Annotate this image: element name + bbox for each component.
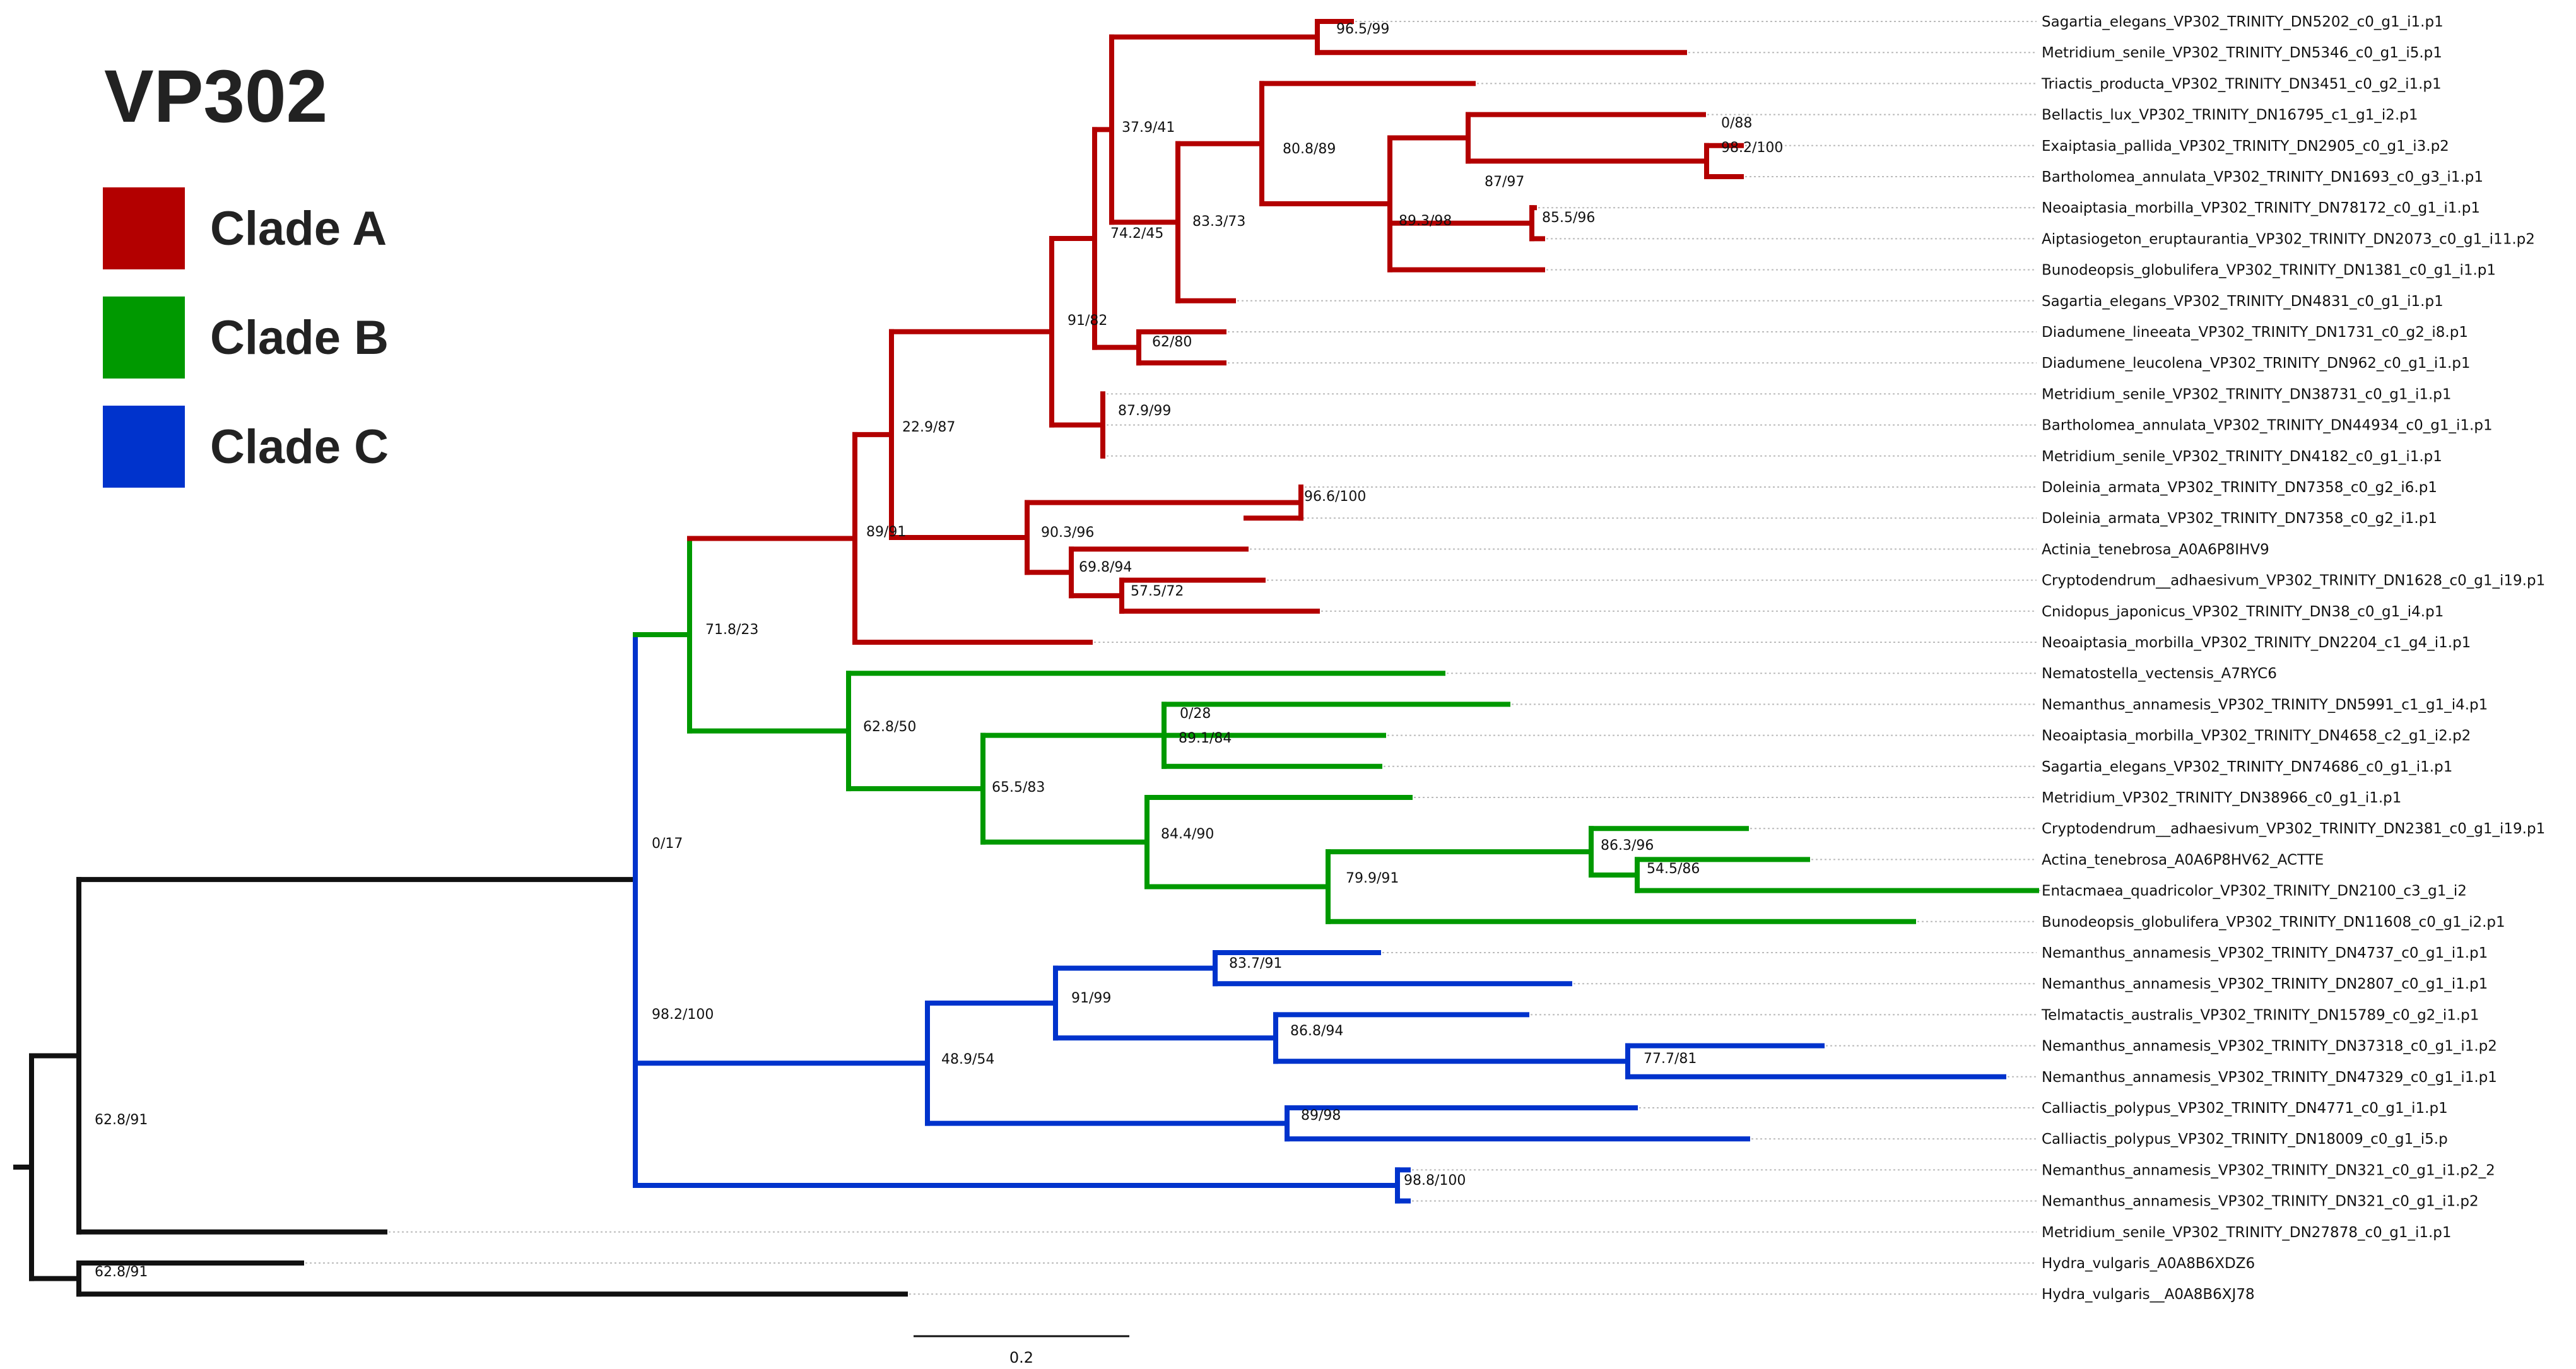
leaf-label: Calliactis_polypus_VP302_TRINITY_DN4771_…	[2042, 1100, 2448, 1117]
support-label: 0/17	[652, 836, 683, 852]
scale-bar: 0.2	[914, 1335, 1129, 1366]
support-label: 48.9/54	[941, 1052, 994, 1067]
legend-item-clade-b: Clade B	[103, 297, 389, 379]
leaf-label: Bunodeopsis_globulifera_VP302_TRINITY_DN…	[2042, 914, 2505, 931]
support-label: 96.6/100	[1304, 489, 1366, 505]
support-label: 86.3/96	[1601, 838, 1654, 854]
tree-branches	[13, 19, 2039, 1297]
leaf-label: Hydra_vulgaris_A0A8B6XDZ6	[2042, 1255, 2255, 1272]
support-label: 89.3/98	[1399, 213, 1452, 229]
support-label: 83.3/73	[1192, 214, 1245, 230]
leaf-label: Nemanthus_annamesis_VP302_TRINITY_DN321_…	[2042, 1162, 2495, 1178]
support-label: 22.9/87	[902, 420, 955, 435]
leaf-label: Sagartia_elegans_VP302_TRINITY_DN5202_c0…	[2042, 14, 2444, 30]
leaf-label: Diadumene_leucolena_VP302_TRINITY_DN962_…	[2042, 355, 2471, 372]
support-label: 69.8/94	[1079, 560, 1132, 575]
leaf-label: Cryptodendrum__adhaesivum_VP302_TRINITY_…	[2042, 821, 2545, 837]
leaf-label: Bunodeopsis_globulifera_VP302_TRINITY_DN…	[2042, 262, 2496, 279]
support-label: 84.4/90	[1161, 826, 1214, 842]
leaf-label: Metridium_senile_VP302_TRINITY_DN4182_c0…	[2042, 449, 2442, 465]
support-label: 71.8/23	[705, 622, 758, 638]
leaf-label: Nemanthus_annamesis_VP302_TRINITY_DN4732…	[2042, 1069, 2497, 1086]
leaf-label: Sagartia_elegans_VP302_TRINITY_DN4831_c0…	[2042, 293, 2444, 310]
leaf-label: Sagartia_elegans_VP302_TRINITY_DN74686_c…	[2042, 759, 2452, 775]
leaf-label: Cryptodendrum__adhaesivum_VP302_TRINITY_…	[2042, 573, 2545, 589]
support-label: 91/82	[1067, 313, 1107, 329]
support-label: 0/88	[1721, 115, 1752, 131]
leaf-guide-lines	[305, 21, 2040, 1295]
leaf-label: Calliactis_polypus_VP302_TRINITY_DN18009…	[2042, 1131, 2448, 1148]
leaf-label: Hydra_vulgaris__A0A8B6XJ78	[2042, 1286, 2255, 1303]
support-label: 85.5/96	[1542, 210, 1595, 226]
legend-swatch-clade-c	[103, 406, 185, 488]
leaf-label: Neoaiptasia_morbilla_VP302_TRINITY_DN220…	[2042, 635, 2471, 651]
support-label: 89/98	[1301, 1108, 1341, 1124]
leaf-label: Doleinia_armata_VP302_TRINITY_DN7358_c0_…	[2042, 510, 2437, 527]
leaf-label: Diadumene_lineeata_VP302_TRINITY_DN1731_…	[2042, 324, 2468, 341]
leaf-label: Nemanthus_annamesis_VP302_TRINITY_DN321_…	[2042, 1194, 2479, 1210]
support-label: 89.1/84	[1179, 731, 1232, 746]
support-label: 83.7/91	[1229, 956, 1282, 972]
legend-label-clade-b: Clade B	[210, 310, 389, 365]
legend-item-clade-c: Clade C	[103, 406, 389, 488]
support-label: 79.9/91	[1346, 871, 1399, 886]
support-label: 87/97	[1485, 174, 1524, 190]
leaf-label: Aiptasiogeton_eruptaurantia_VP302_TRINIT…	[2042, 231, 2535, 247]
leaf-label: Nemanthus_annamesis_VP302_TRINITY_DN5991…	[2042, 696, 2488, 713]
support-label: 0/28	[1180, 706, 1211, 722]
support-label: 80.8/89	[1283, 141, 1336, 157]
support-label: 54.5/86	[1647, 861, 1700, 877]
leaf-label: Actinia_tenebrosa_A0A6P8IHV9	[2042, 541, 2269, 558]
support-label: 65.5/83	[992, 780, 1045, 796]
leaf-label: Nemanthus_annamesis_VP302_TRINITY_DN3731…	[2042, 1038, 2497, 1055]
support-label: 74.2/45	[1110, 226, 1163, 242]
support-label: 98.2/100	[1721, 140, 1783, 156]
support-labels: 96.5/99 0/88 98.2/100 87/97 85.5/96 89.3/98 80…	[95, 21, 1783, 1280]
leaf-label: Bellactis_lux_VP302_TRINITY_DN16795_c1_g…	[2042, 107, 2418, 124]
leaf-label: Metridium_senile_VP302_TRINITY_DN38731_c…	[2042, 386, 2452, 402]
leaf-label: Cnidopus_japonicus_VP302_TRINITY_DN38_c0…	[2042, 604, 2444, 620]
support-label: 62/80	[1152, 334, 1192, 350]
legend-swatch-clade-a	[103, 187, 185, 269]
leaf-label: Bartholomea_annulata_VP302_TRINITY_DN169…	[2042, 169, 2483, 185]
support-label: 86.8/94	[1290, 1023, 1343, 1039]
scale-bar-label: 0.2	[1009, 1349, 1033, 1366]
legend-item-clade-a: Clade A	[103, 187, 387, 269]
support-label: 62.8/91	[95, 1112, 148, 1128]
leaf-label: Entacmaea_quadricolor_VP302_TRINITY_DN21…	[2042, 883, 2467, 900]
leaf-label: Metridium_senile_VP302_TRINITY_DN27878_c…	[2042, 1225, 2452, 1241]
support-label: 87.9/99	[1118, 403, 1171, 419]
support-label: 89/91	[866, 524, 906, 540]
support-label: 37.9/41	[1122, 120, 1175, 136]
leaf-label: Triactis_producta_VP302_TRINITY_DN3451_c…	[2041, 76, 2442, 92]
leaf-label: Metridium_VP302_TRINITY_DN38966_c0_g1_i1…	[2042, 790, 2401, 806]
leaf-label: Nemanthus_annamesis_VP302_TRINITY_DN4737…	[2042, 945, 2488, 961]
support-label: 91/99	[1071, 990, 1111, 1006]
support-label: 90.3/96	[1041, 525, 1094, 541]
legend-label-clade-c: Clade C	[210, 420, 389, 474]
leaf-label: Neoaiptasia_morbilla_VP302_TRINITY_DN465…	[2042, 728, 2471, 744]
leaf-label: Metridium_senile_VP302_TRINITY_DN5346_c0…	[2042, 45, 2442, 61]
leaf-label: Telmatactis_australis_VP302_TRINITY_DN15…	[2041, 1007, 2479, 1023]
support-label: 62.8/50	[863, 719, 916, 735]
figure-title: VP302	[104, 55, 328, 138]
legend-swatch-clade-b	[103, 297, 185, 379]
support-label: 62.8/91	[95, 1264, 148, 1280]
leaf-label: Bartholomea_annulata_VP302_TRINITY_DN449…	[2042, 418, 2493, 434]
support-label: 98.2/100	[652, 1007, 714, 1023]
support-label: 96.5/99	[1336, 21, 1389, 37]
legend-label-clade-a: Clade A	[210, 201, 387, 256]
leaf-label: Doleinia_armata_VP302_TRINITY_DN7358_c0_…	[2042, 479, 2437, 496]
leaf-label: Neoaiptasia_morbilla_VP302_TRINITY_DN781…	[2042, 200, 2480, 216]
support-label: 98.8/100	[1404, 1173, 1466, 1189]
leaf-label: Nemanthus_annamesis_VP302_TRINITY_DN2807…	[2042, 976, 2488, 992]
leaf-label: Exaiptasia_pallida_VP302_TRINITY_DN2905_…	[2042, 138, 2449, 155]
leaf-label: Actina_tenebrosa_A0A6P8HV62_ACTTE	[2042, 852, 2324, 868]
leaf-label: Nematostella_vectensis_A7RYC6	[2042, 666, 2277, 682]
leaf-labels: Sagartia_elegans_VP302_TRINITY_DN5202_c0…	[2041, 14, 2545, 1303]
support-label: 77.7/81	[1644, 1051, 1697, 1067]
support-label: 57.5/72	[1131, 584, 1184, 599]
